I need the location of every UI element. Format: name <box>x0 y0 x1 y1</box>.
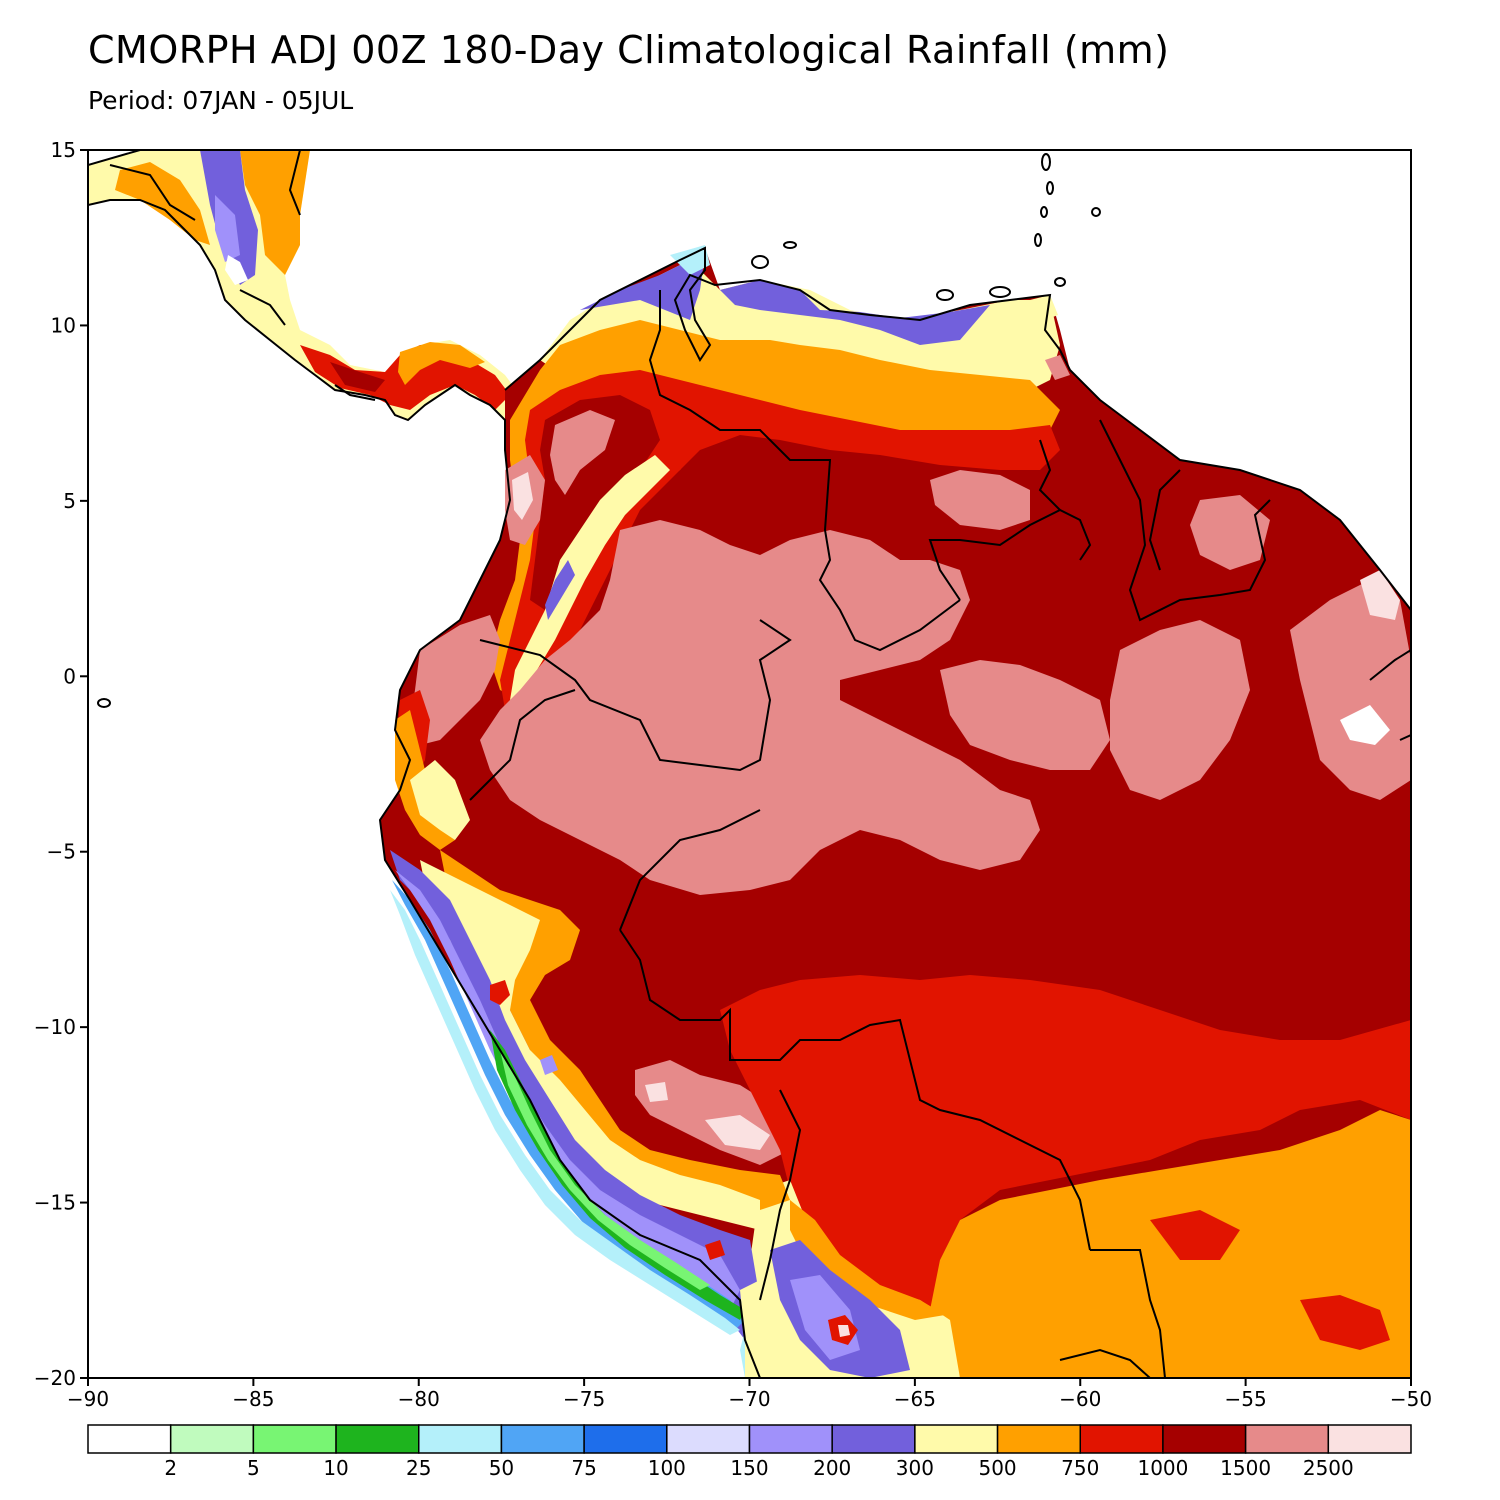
lon-tick-label: −70 <box>728 1387 770 1411</box>
lat-tick-label: 0 <box>63 664 76 688</box>
amazon-pink-center <box>940 660 1110 770</box>
colorbar-label: 1000 <box>1137 1456 1188 1480</box>
coastline <box>88 150 1411 1378</box>
lat-tick-label: −15 <box>34 1191 76 1215</box>
colorbar-label: 200 <box>813 1456 851 1480</box>
longitude-axis: −90 −85 −80 −75 −70 −65 −60 −55 −50 <box>67 1378 1432 1411</box>
colorbar-swatch <box>1162 1424 1247 1454</box>
colorbar-swatch <box>996 1424 1081 1454</box>
colorbar-swatch <box>418 1424 503 1454</box>
latitude-axis: 15 10 5 0 −5 −10 −15 −20 <box>34 138 88 1390</box>
colorbar-label: 1500 <box>1220 1456 1271 1480</box>
lat-tick-label: −5 <box>47 840 76 864</box>
bolivia-orange <box>790 1200 945 1320</box>
amazon-mouth-lightpink <box>1360 570 1400 620</box>
colorbar-label: 50 <box>489 1456 514 1480</box>
peru-pink-light <box>705 1115 770 1150</box>
ecuador-yellow <box>410 760 470 840</box>
colorbar-label: 100 <box>648 1456 686 1480</box>
period-subtitle: Period: 07JAN - 05JUL <box>88 86 354 115</box>
colorbar-swatch <box>748 1424 833 1454</box>
islands <box>97 153 1101 708</box>
central-america-lightpurple <box>215 195 240 262</box>
bolivia-brazil-red <box>720 975 1411 1310</box>
lat-tick-label: 10 <box>51 313 76 337</box>
lat-tick-label: 15 <box>51 138 76 162</box>
colorbar-swatch <box>1079 1424 1164 1454</box>
map-title: CMORPH ADJ 00Z 180-Day Climatological Ra… <box>88 28 1170 72</box>
central-america-orange2 <box>115 162 210 245</box>
colombia-pacific-lightpink <box>512 472 533 520</box>
colorbar-swatch <box>831 1424 916 1454</box>
lat-tick-label: 5 <box>63 489 76 513</box>
colorbar-label: 10 <box>323 1456 348 1480</box>
peru-red-spot3 <box>705 1240 725 1260</box>
colombia-andes-pink <box>550 410 615 495</box>
peru-purple-band <box>390 850 760 1340</box>
colorbar-swatch <box>666 1424 751 1454</box>
orinoco-delta-pink <box>1045 355 1070 380</box>
andes-purple-strip <box>545 560 575 620</box>
amazon-pink-west <box>480 520 1040 895</box>
colorbar-swatch <box>1327 1424 1412 1454</box>
peru-purple-spot1 <box>490 980 510 1005</box>
trinidad-island <box>1030 295 1058 322</box>
colorbar-label: 300 <box>896 1456 934 1480</box>
peru-pink-light2 <box>645 1082 668 1102</box>
colorbar-label: 75 <box>571 1456 596 1480</box>
colorbar-label: 2 <box>164 1456 177 1480</box>
colorbar: 2 5 10 25 50 75 100 150 200 300 500 750 1000 1500 2500 <box>87 1424 1412 1480</box>
brazil-south-red-patch <box>1300 1295 1390 1350</box>
brazil-south-red-patch2 <box>1150 1210 1240 1260</box>
rainfall-field <box>88 150 1411 1378</box>
colorbar-swatch <box>252 1424 337 1454</box>
lon-tick-label: −50 <box>1390 1387 1432 1411</box>
colorbar-label: 25 <box>406 1456 431 1480</box>
amazon-pink-east <box>1110 620 1250 800</box>
colorbar-swatch <box>87 1424 172 1454</box>
colorbar-swatch <box>500 1424 585 1454</box>
lake-maracaibo-lightblue <box>670 245 710 275</box>
lon-tick-label: −55 <box>1225 1387 1267 1411</box>
colorbar-label: 750 <box>1061 1456 1099 1480</box>
lon-tick-label: −90 <box>67 1387 109 1411</box>
colorbar-swatch <box>1244 1424 1330 1454</box>
lon-tick-label: −80 <box>398 1387 440 1411</box>
colorbar-swatch <box>335 1424 420 1454</box>
bolivia-white-spot <box>838 1325 850 1337</box>
lon-tick-label: −60 <box>1059 1387 1101 1411</box>
central-america-white <box>225 255 248 285</box>
amazon-mouth-white <box>1340 705 1390 745</box>
amazon-pink-northeast <box>1290 580 1411 800</box>
lon-tick-label: −85 <box>232 1387 274 1411</box>
caribbean-coast-purple <box>580 255 705 320</box>
colorbar-swatch <box>583 1424 668 1454</box>
colorbar-label: 150 <box>730 1456 768 1480</box>
guiana-pink2 <box>1190 495 1270 570</box>
ecuador-coast-pink <box>410 615 500 745</box>
colorbar-label: 5 <box>247 1456 260 1480</box>
colorbar-label: 500 <box>978 1456 1016 1480</box>
peru-yellow-band <box>420 860 760 1230</box>
country-borders <box>109 150 1271 1378</box>
andes-yellow-strip <box>510 455 670 700</box>
panama-orange <box>398 342 485 385</box>
peru-purple-spot2 <box>540 1055 558 1075</box>
colorbar-swatch <box>914 1424 999 1454</box>
lat-tick-label: −10 <box>34 1015 76 1039</box>
lon-tick-label: −65 <box>894 1387 936 1411</box>
chile-yellow-bottom <box>740 1280 775 1378</box>
lat-tick-label: −20 <box>34 1366 76 1390</box>
colorbar-label: 2500 <box>1303 1456 1354 1480</box>
guiana-pink <box>930 470 1030 530</box>
colorbar-swatch <box>169 1424 255 1454</box>
lon-tick-label: −75 <box>563 1387 605 1411</box>
central-america-darkred <box>330 362 385 392</box>
